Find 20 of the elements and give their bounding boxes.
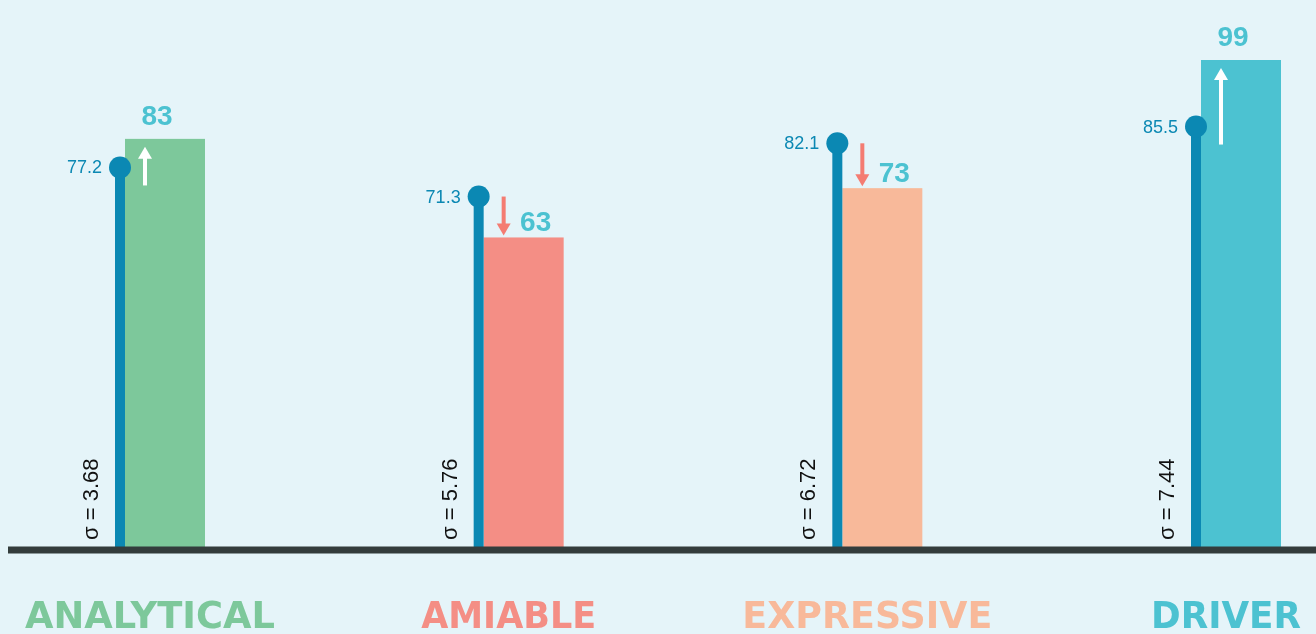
point xyxy=(1185,115,1207,138)
x-tick-label: EXPRESSIVE xyxy=(742,593,1004,634)
annotation: σ = 7.44 xyxy=(1154,458,1179,540)
point xyxy=(467,185,490,208)
annotation: σ = 6.72 xyxy=(795,458,821,540)
data-label: 99 xyxy=(1217,21,1249,52)
x-tick-label: DRIVER xyxy=(1151,593,1311,634)
x-tick-label: ANALYTICAL xyxy=(25,593,284,634)
x-tick-label: AMIABLE xyxy=(421,593,612,634)
point xyxy=(109,156,131,179)
data-label: 83 xyxy=(141,99,173,131)
data-label: 71.3 xyxy=(425,186,461,207)
annotation: σ = 3.68 xyxy=(78,458,103,540)
data-label: 77.2 xyxy=(66,157,102,178)
point xyxy=(826,132,849,155)
data-label: 82.1 xyxy=(784,133,820,154)
data-label: 63 xyxy=(520,206,552,238)
data-label: 73 xyxy=(878,157,910,189)
annotation: σ = 5.76 xyxy=(436,458,462,540)
data-label: 85.5 xyxy=(1142,116,1178,137)
